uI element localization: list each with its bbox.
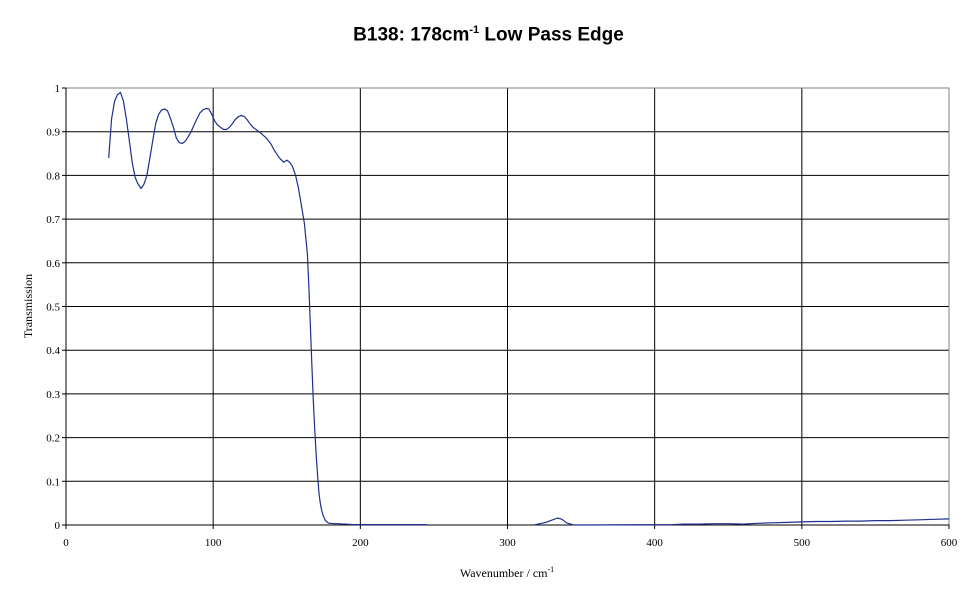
x-axis-label: Wavenumber / cm-1: [460, 565, 554, 580]
y-tick-label: 0.4: [46, 345, 60, 357]
x-tick-label: 300: [499, 537, 516, 549]
y-tick-label: 0.5: [46, 302, 60, 314]
chart-title-rest: Low Pass Edge: [479, 24, 624, 46]
x-tick-label: 0: [63, 537, 69, 549]
chart-title-superscript: -1: [469, 24, 480, 36]
x-axis-label-superscript: -1: [548, 565, 555, 574]
y-tick-label: 0.2: [46, 433, 60, 445]
chart-title: B138: 178cm-1 Low Pass Edge: [0, 24, 977, 46]
x-tick-label: 600: [941, 537, 958, 549]
x-tick-label: 500: [794, 537, 811, 549]
y-tick-label: 0.6: [46, 258, 60, 270]
series: [108, 91, 950, 526]
y-axis-label: Transmission: [21, 274, 35, 338]
y-tick-label: 0.9: [46, 127, 60, 139]
y-tick-label: 1: [55, 83, 61, 95]
y-tick-label: 0.3: [46, 389, 60, 401]
x-tick-label: 400: [646, 537, 663, 549]
y-tick-label: 0: [55, 520, 61, 532]
x-tick-label: 200: [352, 537, 369, 549]
axes: [62, 87, 950, 529]
tick-labels: 0 0.1 0.2 0.3 0.4 0.5 0.6 0.7 0.8 0.9 1 0 100 200 300 4…: [46, 83, 958, 549]
x-axis-label-main: Wavenumber / cm: [460, 566, 548, 580]
y-tick-label: 0.7: [46, 214, 60, 226]
grid-lines: [66, 88, 949, 525]
y-tick-label: 0.1: [46, 476, 60, 488]
chart-title-main: B138: 178cm: [353, 24, 470, 46]
x-tick-label: 100: [205, 537, 222, 549]
y-tick-label: 0.8: [46, 170, 60, 182]
transmission-line: [108, 91, 950, 526]
